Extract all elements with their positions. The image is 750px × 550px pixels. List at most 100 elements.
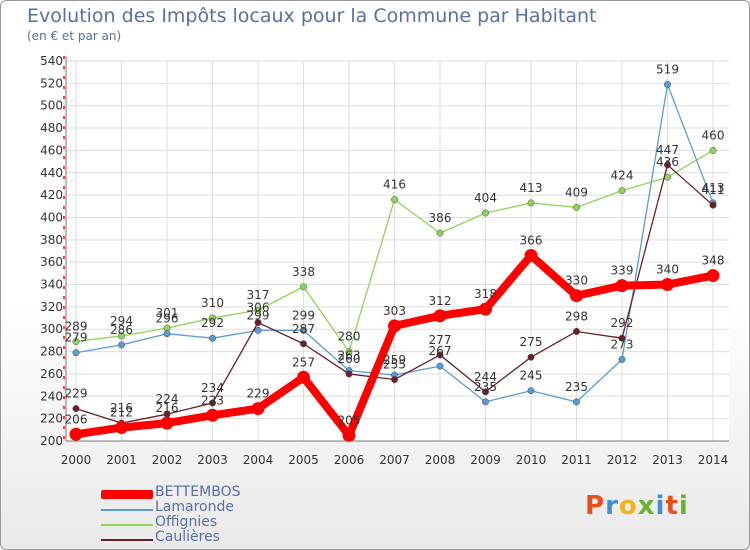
data-label: 287 <box>292 322 315 336</box>
y-tick-label: 320 <box>40 300 63 314</box>
data-point <box>618 334 626 342</box>
data-label: 303 <box>383 304 406 318</box>
data-point <box>345 370 353 378</box>
data-label: 223 <box>201 393 224 407</box>
data-label: 234 <box>201 381 224 395</box>
logo-letter: P <box>585 491 606 521</box>
data-label: 317 <box>247 288 270 302</box>
data-label: 299 <box>292 308 315 322</box>
data-label: 277 <box>429 333 452 347</box>
data-label: 306 <box>247 301 270 315</box>
plot-area <box>66 61 729 441</box>
data-point <box>618 355 626 363</box>
data-point <box>209 334 216 342</box>
data-point <box>72 405 80 413</box>
data-label: 338 <box>292 265 315 279</box>
data-label: 519 <box>656 62 679 76</box>
y-tick-label: 200 <box>40 434 63 448</box>
data-point <box>709 146 717 154</box>
data-label: 339 <box>611 264 634 278</box>
logo-letter: r <box>605 491 619 521</box>
data-label: 275 <box>520 335 543 349</box>
data-point <box>206 408 219 422</box>
logo-letter: i <box>655 491 666 521</box>
y-tick-label: 400 <box>40 210 63 224</box>
data-point <box>482 388 489 396</box>
legend-label: Caulières <box>155 529 220 545</box>
data-point <box>433 309 447 323</box>
x-tick-label: 2013 <box>652 453 683 467</box>
data-label: 229 <box>247 387 270 401</box>
data-label: 436 <box>656 155 679 169</box>
data-label: 212 <box>110 406 133 420</box>
y-tick-label: 280 <box>40 345 63 359</box>
legend-label: Offignies <box>155 514 218 530</box>
data-label: 310 <box>201 296 224 310</box>
y-tick-label: 500 <box>40 99 63 113</box>
x-tick-label: 2005 <box>288 453 319 467</box>
x-tick-label: 2011 <box>561 453 592 467</box>
data-label: 292 <box>201 316 224 330</box>
y-tick-label: 480 <box>40 121 63 135</box>
legend-label: BETTEMBOS <box>155 484 241 500</box>
y-tick-label: 420 <box>40 188 63 202</box>
x-tick-label: 2003 <box>197 453 228 467</box>
y-tick-label: 460 <box>40 143 63 157</box>
data-point <box>706 269 720 283</box>
data-point <box>160 416 174 430</box>
data-point <box>573 328 580 335</box>
data-label: 413 <box>702 181 725 195</box>
data-label: 245 <box>520 369 543 383</box>
data-point <box>254 326 262 334</box>
data-label: 255 <box>383 358 406 372</box>
data-point <box>527 353 535 361</box>
data-point <box>115 421 128 435</box>
data-point <box>300 283 307 291</box>
logo-letter: i <box>678 491 689 521</box>
data-label: 424 <box>611 169 634 183</box>
data-point <box>618 187 626 195</box>
data-point <box>209 399 216 407</box>
data-label: 330 <box>565 274 588 288</box>
data-point <box>664 161 671 169</box>
logo-letter: o <box>618 491 638 521</box>
x-tick-label: 2002 <box>152 453 183 467</box>
data-label: 413 <box>520 181 543 195</box>
x-tick-label: 2014 <box>698 453 729 467</box>
x-tick-label: 2006 <box>334 453 365 467</box>
data-label: 216 <box>156 401 179 415</box>
y-tick-label: 440 <box>40 166 63 180</box>
logo-letter: t <box>665 491 679 521</box>
data-label: 340 <box>656 263 679 277</box>
x-tick-label: 2008 <box>425 453 456 467</box>
data-point <box>388 319 401 333</box>
x-tick-label: 2009 <box>470 453 501 467</box>
data-point <box>69 427 83 441</box>
data-point <box>118 332 125 340</box>
data-label: 235 <box>565 380 588 394</box>
data-point <box>163 330 171 338</box>
y-tick-label: 520 <box>40 76 63 90</box>
data-label: 404 <box>474 191 497 205</box>
data-point <box>72 338 80 345</box>
data-label: 244 <box>474 370 497 384</box>
data-point <box>436 362 444 370</box>
data-label: 263 <box>338 349 361 363</box>
data-point <box>345 348 353 356</box>
data-point <box>254 319 262 326</box>
data-label: 312 <box>429 294 452 308</box>
data-point <box>436 229 444 237</box>
data-point <box>251 402 265 416</box>
data-point <box>482 398 489 406</box>
data-point <box>527 199 535 207</box>
chart-title: Evolution des Impôts locaux pour la Comm… <box>27 5 597 27</box>
data-point <box>482 209 489 217</box>
x-tick-label: 2001 <box>106 453 137 467</box>
data-point <box>664 81 671 88</box>
data-point <box>709 201 717 209</box>
data-point <box>573 203 580 211</box>
y-tick-label: 300 <box>40 322 63 336</box>
x-tick-label: 2010 <box>516 453 547 467</box>
y-tick-label: 540 <box>40 54 63 68</box>
